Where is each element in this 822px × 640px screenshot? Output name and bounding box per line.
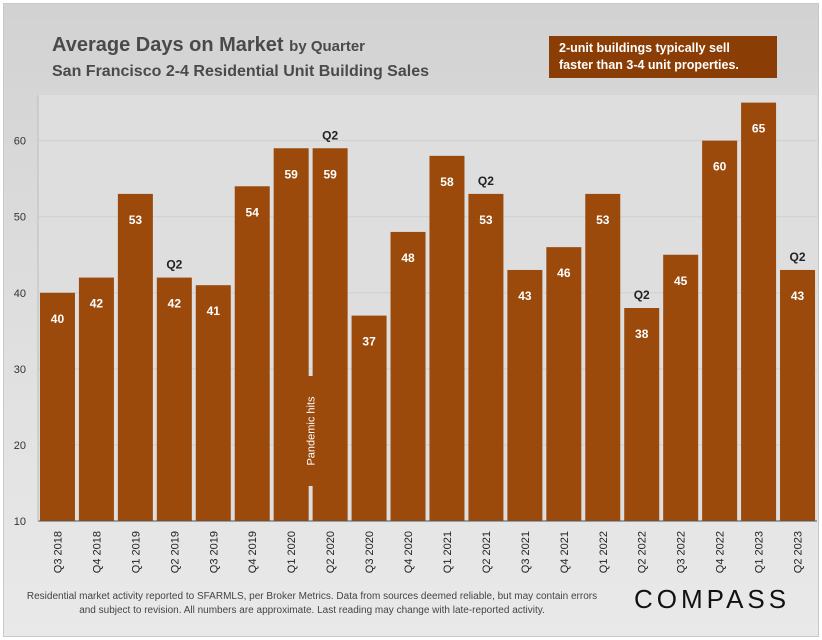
bar [468,193,504,521]
x-tick-label: Q3 2021 [520,531,532,573]
bar-value-label: 43 [791,289,805,303]
y-tick-label: 20 [14,440,26,452]
quarter-annotation: Q2 [790,250,806,264]
x-tick-label: Q3 2020 [364,531,376,573]
bar-value-label: 38 [635,327,649,341]
y-tick-label: 40 [14,288,26,300]
x-tick-label: Q1 2023 [754,531,766,573]
bar [78,277,114,521]
bar-value-label: 40 [51,312,65,326]
chart-title-suffix: by Quarter [289,38,366,55]
x-tick-label: Q4 2018 [91,531,103,573]
x-tick-label: Q3 2018 [52,531,64,573]
x-tick-label: Q3 2019 [208,531,220,573]
pandemic-marker-label: Pandemic hits [306,396,318,466]
bar [780,269,816,521]
x-tick-label: Q4 2021 [559,531,571,573]
bar [546,247,582,521]
x-tick-label: Q1 2021 [442,531,454,573]
pandemic-marker [301,376,320,486]
x-tick-label: Q1 2019 [130,531,142,573]
y-tick-label: 10 [14,516,26,528]
bar-value-label: 46 [557,266,571,280]
chart-title: Average Days on Market by Quarter [52,34,365,57]
x-tick-label: Q2 2022 [637,531,649,573]
x-tick-label: Q4 2022 [715,531,727,573]
footer-disclaimer: Residential market activity reported to … [26,591,598,616]
bar-value-label: 42 [90,297,104,311]
quarter-annotation: Q2 [322,128,338,142]
bar [351,315,387,521]
bar [39,292,75,521]
quarter-annotation: Q2 [478,174,494,188]
bar [390,231,426,521]
bar [429,155,465,521]
bar [195,285,231,521]
bar [585,193,621,521]
bar-value-label: 60 [713,160,727,174]
x-tick-label: Q2 2019 [169,531,181,573]
bar [624,308,660,521]
bar-value-label: 65 [752,122,766,136]
bar [507,269,543,521]
x-tick-label: Q4 2020 [403,531,415,573]
bar-value-label: 53 [596,213,610,227]
compass-logo: COMPASS [634,584,791,614]
x-tick-label: Q2 2020 [325,531,337,573]
bar-value-label: 58 [440,175,454,189]
x-tick-label: Q2 2023 [793,531,805,573]
bar-value-label: 37 [362,335,376,349]
x-tick-label: Q2 2021 [481,531,493,573]
chart-subtitle: San Francisco 2-4 Residential Unit Build… [52,63,429,80]
y-tick-label: 30 [14,364,26,376]
x-tick-label: Q1 2022 [598,531,610,573]
bar-value-label: 59 [284,167,298,181]
quarter-annotation: Q2 [634,288,650,302]
bar [663,254,699,521]
plot-area [38,95,817,521]
y-tick-label: 60 [14,136,26,148]
note-box: 2-unit buildings typically sell faster t… [549,36,777,78]
bar-value-label: 54 [246,205,260,219]
bar-value-label: 41 [207,304,221,318]
bar-value-label: 53 [479,213,493,227]
quarter-annotation: Q2 [166,258,182,272]
bar [117,193,153,521]
bar [234,186,270,522]
bar-value-label: 48 [401,251,415,265]
x-tick-label: Q4 2019 [247,531,259,573]
bar [156,277,192,521]
bar-value-label: 43 [518,289,532,303]
bar-value-label: 42 [168,297,182,311]
chart-title-main: Average Days on Market [52,34,284,56]
bar-value-label: 45 [674,274,688,288]
bar [741,102,777,521]
y-tick-label: 50 [14,212,26,224]
bar [702,140,738,521]
bar-value-label: 53 [129,213,143,227]
bar-value-label: 59 [323,167,337,181]
x-tick-label: Q3 2022 [676,531,688,573]
x-tick-label: Q1 2020 [286,531,298,573]
